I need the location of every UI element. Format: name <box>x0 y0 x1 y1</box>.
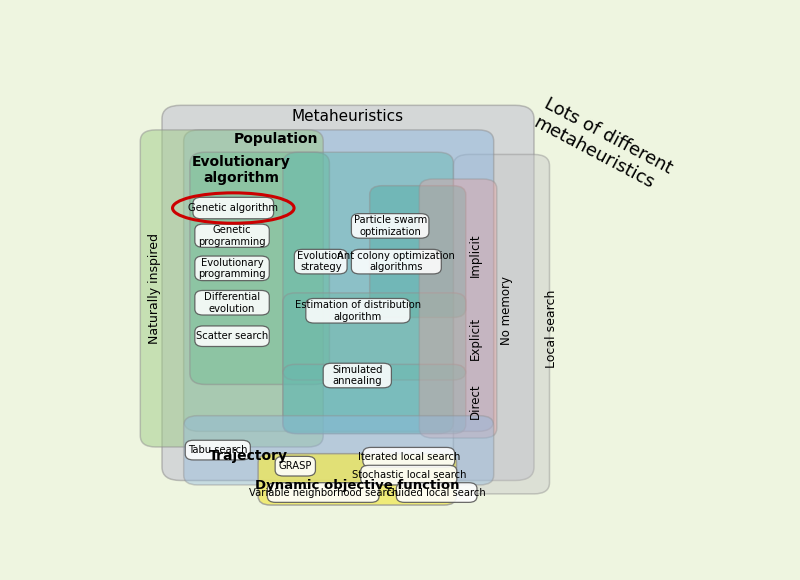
Text: Ant colony optimization
algorithms: Ant colony optimization algorithms <box>338 251 455 273</box>
FancyBboxPatch shape <box>396 483 477 502</box>
Text: Implicit: Implicit <box>469 233 482 277</box>
Text: Scatter search: Scatter search <box>196 331 268 341</box>
FancyBboxPatch shape <box>190 152 330 385</box>
FancyBboxPatch shape <box>195 256 270 281</box>
Text: Local search: Local search <box>545 289 558 368</box>
Text: Differential
evolution: Differential evolution <box>204 292 260 314</box>
FancyBboxPatch shape <box>258 454 457 505</box>
Text: Estimation of distribution
algorithm: Estimation of distribution algorithm <box>295 300 421 321</box>
FancyBboxPatch shape <box>363 447 454 467</box>
FancyBboxPatch shape <box>323 363 391 388</box>
FancyBboxPatch shape <box>306 299 410 323</box>
Text: Naturally inspired: Naturally inspired <box>148 233 161 344</box>
FancyBboxPatch shape <box>370 186 466 317</box>
Text: Trajectory: Trajectory <box>209 449 287 463</box>
Text: Stochastic local search: Stochastic local search <box>351 470 466 480</box>
Text: Genetic algorithm: Genetic algorithm <box>188 203 278 213</box>
FancyBboxPatch shape <box>351 213 429 238</box>
Text: Simulated
annealing: Simulated annealing <box>332 365 382 386</box>
FancyBboxPatch shape <box>193 197 274 219</box>
Text: Tabu search: Tabu search <box>188 445 247 455</box>
FancyBboxPatch shape <box>184 416 494 485</box>
FancyBboxPatch shape <box>351 249 442 274</box>
FancyBboxPatch shape <box>454 154 550 494</box>
FancyBboxPatch shape <box>294 249 347 274</box>
Text: Evolutionary
algorithm: Evolutionary algorithm <box>192 155 290 185</box>
Text: Particle swarm
optimization: Particle swarm optimization <box>354 215 426 237</box>
FancyBboxPatch shape <box>140 130 323 447</box>
Text: Variable neighborhood search: Variable neighborhood search <box>249 488 398 498</box>
Text: Population: Population <box>234 132 318 146</box>
FancyBboxPatch shape <box>162 106 534 480</box>
FancyBboxPatch shape <box>195 224 270 247</box>
FancyBboxPatch shape <box>184 130 494 432</box>
FancyBboxPatch shape <box>419 179 497 438</box>
FancyBboxPatch shape <box>267 483 379 502</box>
FancyBboxPatch shape <box>283 293 466 380</box>
Text: Evolution
strategy: Evolution strategy <box>298 251 344 273</box>
FancyBboxPatch shape <box>283 364 466 434</box>
Text: GRASP: GRASP <box>278 461 312 471</box>
FancyBboxPatch shape <box>186 440 250 460</box>
FancyBboxPatch shape <box>275 456 315 476</box>
FancyBboxPatch shape <box>195 291 270 315</box>
FancyBboxPatch shape <box>195 326 270 346</box>
Text: Genetic
programming: Genetic programming <box>198 225 266 246</box>
Text: Guided local search: Guided local search <box>387 488 486 498</box>
FancyBboxPatch shape <box>283 152 454 434</box>
Text: Iterated local search: Iterated local search <box>358 452 460 462</box>
Text: Dynamic objective function: Dynamic objective function <box>255 479 459 492</box>
Text: Evolutionary
programming: Evolutionary programming <box>198 258 266 279</box>
Text: Explicit: Explicit <box>469 317 482 360</box>
Text: No memory: No memory <box>499 276 513 345</box>
Text: Metaheuristics: Metaheuristics <box>292 109 404 124</box>
FancyBboxPatch shape <box>361 465 457 485</box>
Text: Direct: Direct <box>469 383 482 419</box>
Text: Lots of different
metaheuristics: Lots of different metaheuristics <box>531 95 675 196</box>
